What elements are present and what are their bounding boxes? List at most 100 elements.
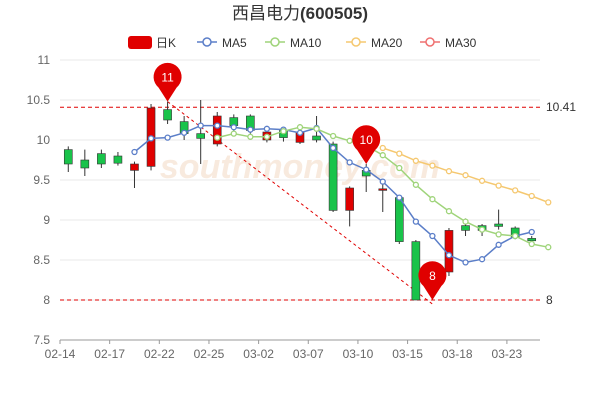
ma5-point	[346, 159, 353, 166]
legend-label-ma30: MA30	[445, 36, 477, 50]
candle-body	[328, 143, 338, 211]
legend-candle-swatch	[128, 36, 152, 49]
ma10-point	[280, 128, 287, 135]
y-tick-label: 9.5	[33, 173, 50, 187]
ma20-point	[478, 177, 486, 184]
ma5-point	[263, 125, 271, 132]
chart-axes: 7.5 8 8.5 9 9.5 10 10.5 11 02-14 02-17 02-22 02-25 0…	[27, 53, 540, 361]
ma20-point	[545, 199, 552, 206]
ma5-point	[363, 166, 370, 173]
ma5-point	[131, 148, 138, 156]
x-tick-label: 02-22	[144, 347, 175, 361]
chart-title-name: 西昌电力	[232, 4, 300, 23]
ma5-point	[528, 228, 535, 236]
legend-ma30-marker	[425, 37, 435, 47]
ma10-point	[429, 196, 436, 203]
candle-body	[113, 155, 123, 164]
x-tick-label: 03-15	[392, 347, 423, 361]
legend-ma20-marker	[351, 37, 361, 47]
x-tick-label: 03-02	[243, 347, 274, 361]
ma10-point	[230, 130, 237, 137]
ma5-point	[445, 252, 453, 259]
ma10-point	[412, 181, 420, 188]
legend-ma5-marker	[202, 37, 212, 47]
x-tick-label: 02-14	[45, 347, 76, 361]
watermark: southmoney.com	[160, 148, 440, 186]
legend-ma10-marker	[270, 37, 280, 47]
pin-marker	[352, 125, 381, 164]
x-tick-label: 03-23	[492, 347, 523, 361]
ma5-point	[495, 241, 502, 248]
y-tick-label: 11	[38, 53, 51, 67]
ma20-point	[445, 168, 453, 175]
candle-body	[312, 135, 321, 141]
x-tick-label: 03-10	[343, 347, 374, 361]
ma10-point	[214, 134, 221, 141]
ma20-point	[462, 172, 469, 179]
ma5-point	[147, 135, 155, 142]
ma20-point	[396, 150, 403, 157]
ma5-point	[180, 129, 188, 136]
candle-body	[494, 223, 503, 227]
ma5-point	[230, 124, 237, 131]
ma20-point	[379, 144, 386, 152]
moving-average-lines	[131, 122, 552, 266]
pin-label: 11	[161, 71, 174, 85]
ma10-point	[445, 208, 453, 215]
ma20-point	[412, 157, 420, 164]
y-tick-label: 8.5	[33, 253, 50, 267]
ma5-point	[329, 144, 337, 152]
candle-body	[63, 149, 73, 165]
ma5-point	[296, 129, 304, 136]
ma10-point	[346, 137, 353, 144]
pin-label: 10	[360, 133, 374, 147]
ma20-point	[512, 187, 519, 194]
ma10-point	[512, 232, 519, 240]
ma5-point	[412, 218, 420, 225]
ma10-point	[495, 231, 502, 238]
ma20-point	[429, 162, 436, 169]
candle-body	[461, 225, 470, 231]
chart-legend: 日K MA5 MA10 MA20 MA30	[128, 36, 477, 50]
ma10-point	[296, 124, 304, 131]
ma10-point	[247, 133, 254, 140]
candle-body	[345, 187, 354, 211]
reference-line-label: 8	[546, 293, 553, 307]
legend-label-candle: 日K	[156, 36, 176, 50]
ma10-point	[396, 164, 403, 172]
candle-body	[527, 238, 537, 242]
ma10-point	[478, 226, 486, 233]
ma5-point	[247, 126, 254, 133]
y-tick-label: 7.5	[33, 333, 50, 347]
y-tick-label: 9	[43, 213, 50, 227]
ma5-point	[478, 256, 486, 263]
ma20-point	[528, 192, 535, 200]
x-tick-label: 02-17	[94, 347, 125, 361]
candle-body	[163, 109, 172, 121]
candle-body	[97, 153, 106, 165]
candle-body	[196, 133, 205, 139]
ma20-point	[495, 182, 502, 189]
ma10-point	[545, 244, 552, 251]
candle-body	[378, 188, 388, 191]
ma10-point	[462, 218, 469, 225]
candle-body	[395, 197, 404, 242]
reference-lines: 10.41 8	[60, 100, 576, 307]
pin-marker	[418, 261, 447, 300]
candle-body	[80, 159, 90, 169]
ma5-point	[197, 122, 204, 129]
ma10-point	[379, 152, 386, 159]
ma5-point	[396, 194, 403, 201]
candle-body	[212, 115, 222, 145]
legend-label-ma5: MA5	[222, 36, 247, 50]
y-tick-label: 8	[43, 293, 50, 307]
pin-label: 8	[429, 269, 436, 283]
candle-body	[411, 241, 421, 301]
reference-line-label: 10.41	[546, 100, 576, 114]
chart-title: 西昌电力(600505)	[232, 4, 368, 23]
x-tick-label: 02-25	[194, 347, 225, 361]
trend-line	[167, 101, 433, 305]
candle-body	[130, 163, 139, 171]
ma5-point	[214, 122, 221, 129]
